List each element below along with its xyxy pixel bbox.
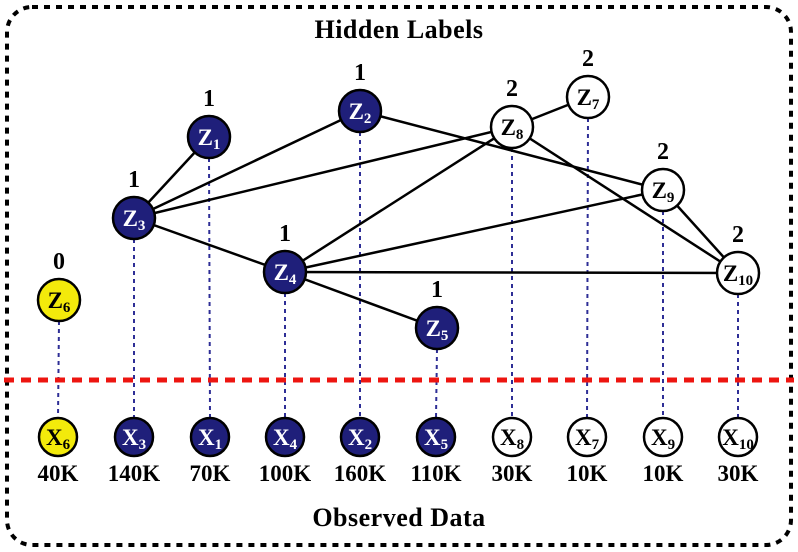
cluster-label-Z5: 1: [431, 277, 443, 303]
node-circle-X6: [37, 416, 79, 458]
node-label-X6: X6: [46, 425, 71, 453]
node-X7: X7: [566, 416, 608, 458]
node-X8: X8: [491, 416, 533, 458]
node-circle-Z7: [565, 74, 611, 120]
value-label-X10: 30K: [718, 461, 759, 486]
cluster-label-Z8: 2: [506, 76, 518, 102]
node-label-X3: X3: [122, 425, 146, 453]
node-circle-Z9: [640, 167, 686, 213]
cluster-label-Z1: 1: [203, 86, 215, 112]
node-circle-X1: [189, 416, 231, 458]
node-circle-Z6: [36, 277, 82, 323]
node-circle-X7: [566, 416, 608, 458]
value-label-X3: 140K: [108, 461, 161, 486]
node-Z3: Z3: [111, 195, 157, 241]
node-label-Z9: Z9: [652, 178, 675, 206]
pair-link-Z7-X7: [586, 117, 589, 419]
node-circle-Z4: [262, 249, 308, 295]
node-label-X10: X10: [722, 425, 754, 453]
pair-link-Z6-X6: [57, 320, 60, 419]
edge-Z4-Z5: [284, 270, 438, 330]
node-label-Z8: Z8: [501, 115, 524, 143]
node-label-X4: X4: [273, 425, 298, 453]
edge-Z4-Z10: [284, 270, 739, 275]
node-label-Z10: Z10: [723, 261, 753, 289]
edge-Z3-Z8: [133, 125, 513, 220]
node-Z7: Z7: [565, 74, 611, 120]
value-label-X7: 10K: [567, 461, 608, 486]
node-label-Z6: Z6: [48, 288, 71, 316]
node-label-Z1: Z1: [198, 125, 221, 153]
observed-data-title: Observed Data: [312, 503, 486, 532]
node-circle-X3: [113, 416, 155, 458]
value-label-X5: 110K: [410, 461, 461, 486]
node-circle-X9: [642, 416, 684, 458]
node-Z6: Z6: [36, 277, 82, 323]
cluster-label-Z6: 0: [53, 249, 65, 275]
node-Z4: Z4: [262, 249, 308, 295]
node-label-X7: X7: [575, 425, 600, 453]
cluster-label-Z7: 2: [582, 46, 594, 72]
node-circle-X10: [717, 416, 759, 458]
cluster-label-Z9: 2: [657, 139, 669, 165]
node-Z1: Z1: [186, 114, 232, 160]
node-label-Z3: Z3: [123, 206, 146, 234]
edge-Z8-Z10: [511, 125, 739, 275]
node-X3: X3: [113, 416, 155, 458]
node-circle-Z5: [414, 305, 460, 351]
edge-Z3-Z2: [133, 109, 361, 220]
node-X6: X6: [37, 416, 79, 458]
value-label-X8: 30K: [492, 461, 533, 486]
edge-Z4-Z9: [284, 188, 664, 274]
node-X10: X10: [717, 416, 759, 458]
value-label-X4: 100K: [259, 461, 312, 486]
node-label-Z7: Z7: [577, 85, 600, 113]
cluster-label-Z10: 2: [732, 222, 744, 248]
edge-Z3-Z4: [133, 216, 286, 274]
dotted-border: [5, 5, 793, 547]
node-circle-X5: [415, 416, 457, 458]
node-circle-Z1: [186, 114, 232, 160]
node-X4: X4: [264, 416, 306, 458]
cluster-label-Z2: 1: [354, 60, 366, 86]
node-X2: X2: [339, 416, 381, 458]
node-Z10: Z10: [715, 250, 761, 296]
node-label-X5: X5: [424, 425, 448, 453]
node-label-X9: X9: [651, 425, 675, 453]
node-Z2: Z2: [337, 88, 383, 134]
node-circle-Z2: [337, 88, 383, 134]
node-X5: X5: [415, 416, 457, 458]
node-Z5: Z5: [414, 305, 460, 351]
value-label-X1: 70K: [190, 461, 231, 486]
value-label-X6: 40K: [38, 461, 79, 486]
edge-Z2-Z9: [359, 109, 664, 192]
node-label-X1: X1: [198, 425, 222, 453]
node-label-Z2: Z2: [349, 99, 372, 127]
pair-link-Z1-X1: [208, 157, 211, 419]
node-label-X8: X8: [500, 425, 524, 453]
node-circle-X4: [264, 416, 306, 458]
node-circle-X2: [339, 416, 381, 458]
node-Z8: Z8: [489, 104, 535, 150]
value-label-X2: 160K: [334, 461, 387, 486]
cluster-label-Z4: 1: [279, 221, 291, 247]
node-X1: X1: [189, 416, 231, 458]
cluster-label-Z3: 1: [128, 167, 140, 193]
pair-link-Z5-X5: [435, 348, 438, 419]
hidden-labels-title: Hidden Labels: [314, 15, 484, 44]
node-label-Z5: Z5: [426, 316, 449, 344]
node-circle-Z3: [111, 195, 157, 241]
node-Z9: Z9: [640, 167, 686, 213]
node-circle-X8: [491, 416, 533, 458]
node-circle-Z8: [489, 104, 535, 150]
value-label-X9: 10K: [643, 461, 684, 486]
node-X9: X9: [642, 416, 684, 458]
node-circle-Z10: [715, 250, 761, 296]
node-label-X2: X2: [348, 425, 372, 453]
node-label-Z4: Z4: [274, 260, 297, 288]
edge-Z4-Z8: [284, 125, 513, 274]
